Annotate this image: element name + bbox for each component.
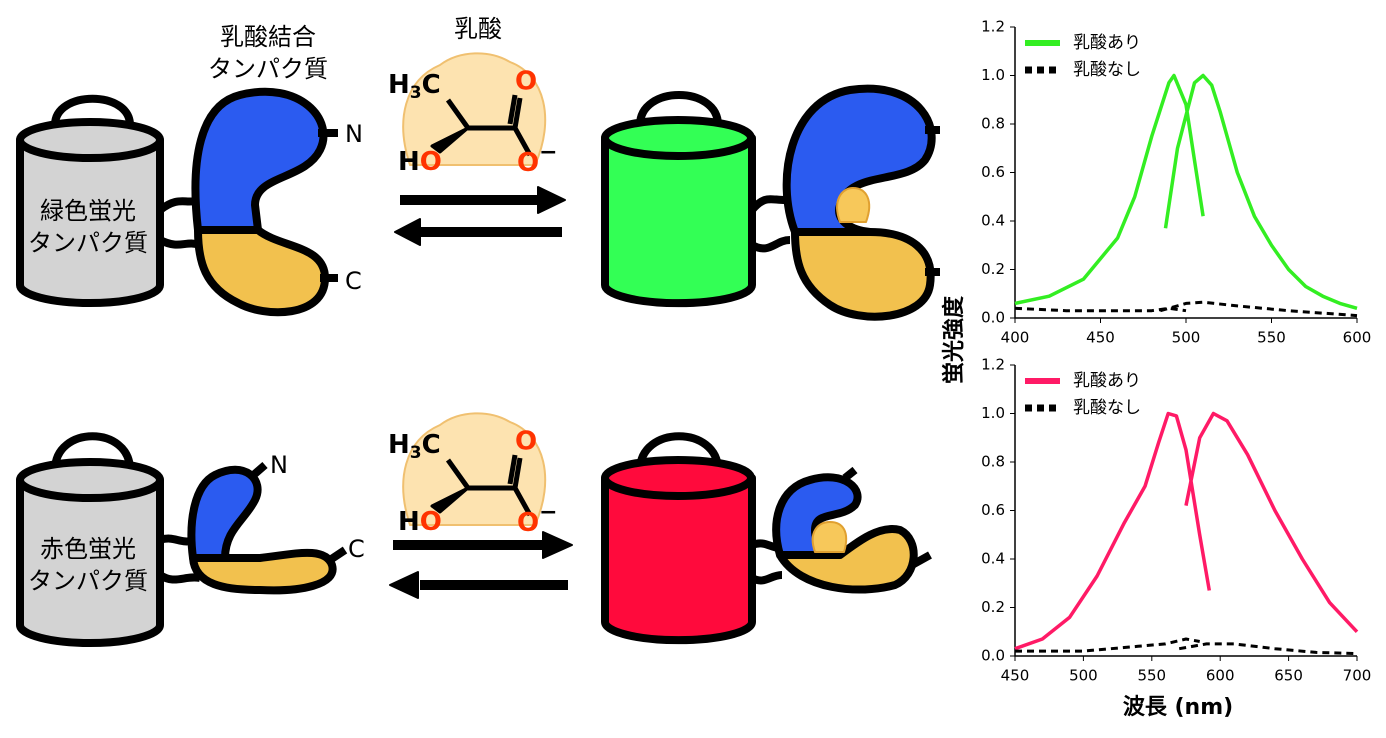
y-tick-label: 1.2 [981,18,1005,36]
x-tick-label: 450 [1001,667,1030,685]
label: N [345,120,363,148]
label: タンパク質 [208,55,328,83]
protein-c-domain [194,226,329,317]
legend-label: 乳酸あり [1073,371,1141,391]
y-tick-label: 0.4 [981,212,1005,230]
x-tick-label: 500 [1069,667,1098,685]
atom: HO [398,147,442,177]
x-tick-label: 600 [1343,329,1372,347]
y-axis-label: 蛍光強度 [941,295,967,384]
protein-n-domain [191,87,328,234]
legend-label: 乳酸なし [1073,60,1141,80]
label: N [270,451,288,479]
x-tick-label: 500 [1172,329,1201,347]
atom: H3C [388,70,441,104]
label: 乳酸 [454,15,502,43]
can-top [601,456,755,500]
y-tick-label: 0.0 [981,309,1005,327]
terminus-line [925,126,940,276]
x-tick-label: 450 [1086,329,1115,347]
can-top [16,118,164,162]
atom: O [515,427,537,457]
molecule: H3C O HO O− H3C O HO O− [388,67,558,538]
label: タンパク質 [28,567,148,595]
can-handle [636,432,722,471]
y-tick-label: 0.4 [981,550,1005,568]
y-tick-label: 0.2 [981,598,1005,616]
label: 赤色蛍光 [40,535,136,563]
line-chart: 0.0 0.2 0.4 0.6 0.8 1.0 1.2 450 500 550 600 650 700 乳… [981,356,1371,685]
y-tick-label: 0.0 [981,647,1005,665]
protein-n-domain [187,465,262,562]
atom: H3C [388,430,441,464]
bond [445,94,533,157]
bond [445,454,533,517]
diagram-labels: 乳酸結合 タンパク質 乳酸 N C N C 緑色蛍光 タンパク質 赤色蛍光 タン… [28,15,502,595]
x-tick-label: 550 [1137,667,1166,685]
y-tick-label: 1.2 [981,356,1005,374]
x-tick-label: 400 [1001,329,1030,347]
can [16,136,164,307]
linker [748,195,791,253]
bond-wedge [430,486,470,514]
can-handle [51,432,134,471]
line-chart: 0.0 0.2 0.4 0.6 0.8 1.0 1.2 400 450 500 550 600 乳酸あり… [981,18,1371,347]
x-tick-label: 700 [1343,667,1372,685]
can [16,476,164,647]
can [601,134,756,308]
y-tick-label: 0.8 [981,115,1005,133]
y-tick-label: 0.8 [981,453,1005,471]
shell [402,52,547,166]
series-line [1014,73,1358,310]
atom: O− [517,500,558,538]
terminus-line [842,466,932,569]
y-tick-label: 1.0 [981,66,1005,84]
terminus-line [247,461,348,564]
arrow-shaft [393,195,568,590]
can [601,474,756,645]
series-line [1014,300,1358,318]
x-tick-label: 600 [1206,667,1235,685]
axis [1014,365,1357,657]
can-top [601,116,755,160]
label: 乳酸結合 [220,23,316,51]
x-tick-label: 550 [1257,329,1286,347]
atom: O [515,67,537,97]
series-line [1014,411,1359,651]
x-tick-label: 650 [1274,667,1303,685]
protein-c-domain [189,548,337,595]
axis [1014,27,1357,319]
legend-label: 乳酸あり [1073,33,1141,53]
bond-wedge [430,126,470,154]
label: タンパク質 [28,229,148,257]
shell-small [836,187,871,223]
arrow-head [389,186,573,599]
label: 緑色蛍光 [40,197,136,225]
protein-c-domain [791,228,935,321]
y-tick-label: 0.6 [981,501,1005,519]
y-tick-label: 0.6 [981,163,1005,181]
can-top [16,458,164,502]
label: C [348,535,365,563]
y-tick-label: 0.2 [981,260,1005,278]
diagram [16,52,940,647]
terminus-line [318,129,338,282]
can-handle [51,94,134,126]
x-axis-label: 波長 (nm) [1123,695,1233,720]
label: C [345,267,362,295]
atom: O− [517,140,558,178]
atom: HO [398,507,442,537]
y-tick-label: 1.0 [981,404,1005,422]
shell-small [811,521,848,553]
series-line [1015,637,1358,656]
can-handle [636,91,722,126]
shell [402,412,547,526]
legend-label: 乳酸なし [1073,398,1141,418]
